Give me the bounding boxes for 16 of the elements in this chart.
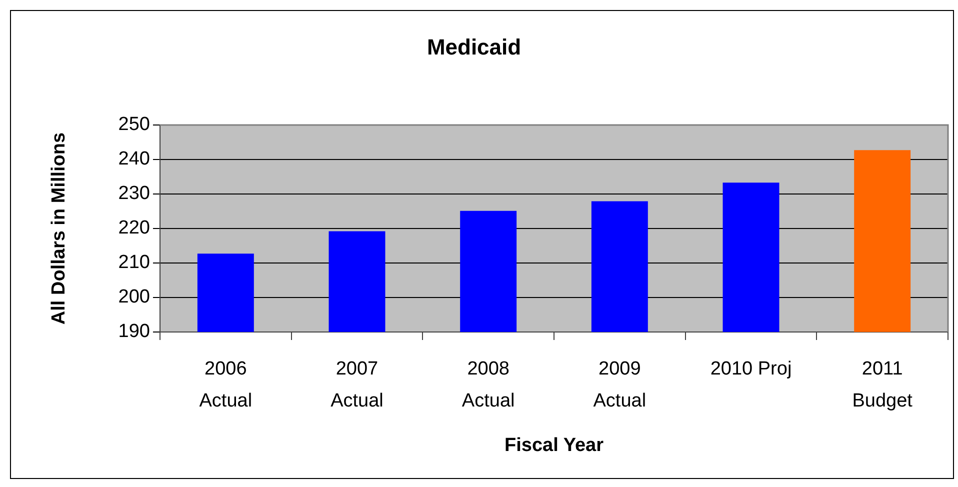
y-tick-label: 250 [118, 114, 150, 136]
x-tick-label: 2011 Budget [852, 358, 914, 412]
y-tick-label: 200 [118, 286, 150, 308]
x-tick-label: 2010 Proj [710, 358, 792, 380]
x-tick-label: 2009 Actual [593, 358, 646, 412]
y-tick-label: 190 [118, 321, 150, 342]
x-tick-label: 2007 Actual [330, 358, 384, 412]
y-tick-label: 220 [118, 218, 150, 239]
x-tick-label: 2008 Actual [462, 358, 515, 412]
y-tick-label: 230 [118, 183, 150, 204]
chart-title: Medicaid [426, 34, 522, 60]
y-axis-title: All Dollars in Millions [48, 132, 70, 325]
x-axis-title: Fiscal Year [504, 434, 604, 456]
x-tick-label: 2006 Actual [199, 358, 252, 412]
y-tick-label: 210 [118, 252, 150, 274]
y-tick-label: 240 [118, 148, 150, 170]
